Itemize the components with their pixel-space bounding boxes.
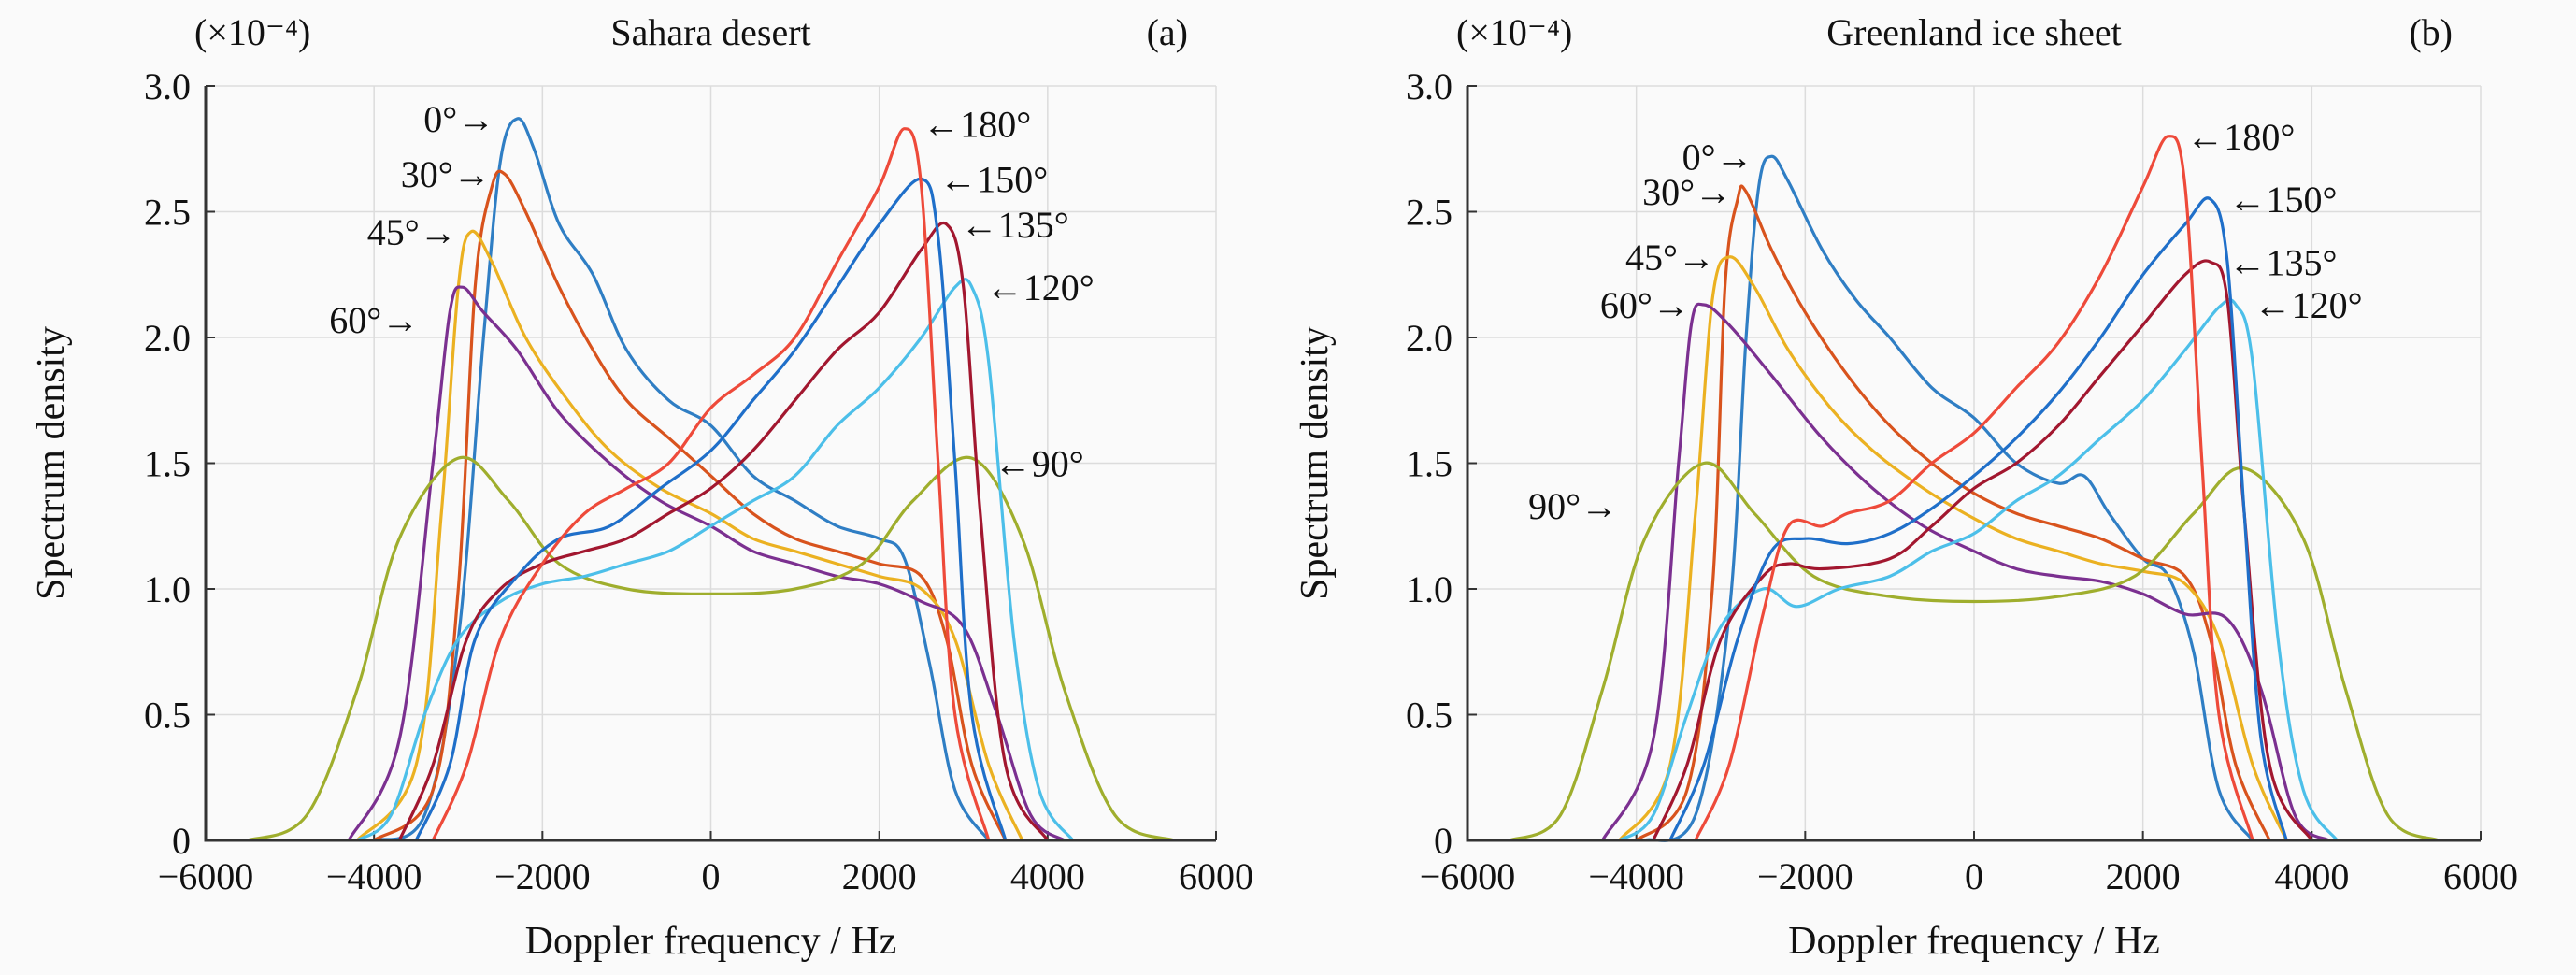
angle-annotation: ←180° [923, 103, 1031, 145]
series-line-180deg [431, 127, 991, 841]
x-tick-label: −4000 [1588, 855, 1684, 897]
angle-annotation: 60°→ [1600, 284, 1690, 326]
series-line-180deg [1694, 135, 2254, 841]
x-tick-label: −2000 [494, 855, 591, 897]
axes [204, 86, 1216, 842]
series-line-30deg [373, 169, 1008, 842]
y-tick-label: 0.5 [1406, 695, 1453, 737]
axes [1466, 86, 2481, 842]
y-axis-label: Spectrum density [30, 326, 73, 600]
x-tick-label: 4000 [1010, 855, 1085, 897]
series-line-90deg [247, 455, 1175, 842]
x-tick-label: −6000 [158, 855, 254, 897]
angle-annotation: ←150° [939, 159, 1048, 201]
y-tick-label: 0.5 [144, 695, 191, 737]
angle-annotation: ←150° [2228, 179, 2337, 221]
y-tick-label: 1.5 [1406, 443, 1453, 485]
series-line-45deg [355, 229, 1024, 842]
x-tick-label: 6000 [1179, 855, 1253, 897]
chart-title: Greenland ice sheet [1826, 11, 2121, 53]
panel-b: −6000 −4000 −2000 0 2000 4000 6000 0 0.5 1.0 1.5 2.… [1294, 11, 2518, 963]
scale-label: (×10⁻⁴) [1456, 11, 1572, 53]
x-tick-label: 0 [1965, 855, 1983, 897]
y-tick-label: 1.0 [1406, 568, 1453, 610]
series-line-90deg [1509, 461, 2440, 842]
y-tick-label: 0 [172, 820, 191, 862]
series-line-150deg [1668, 196, 2288, 841]
series-line-120deg [1618, 297, 2339, 842]
x-tick-label: 0 [702, 855, 721, 897]
angle-annotation: 45°→ [1625, 237, 1715, 279]
panel-label: (a) [1147, 11, 1188, 53]
series-line-135deg [397, 221, 1050, 841]
angle-annotation: 0°→ [1682, 136, 1753, 178]
series-line-60deg [1601, 302, 2330, 842]
x-tick-label: −4000 [326, 855, 422, 897]
x-axis-label: Doppler frequency / Hz [525, 920, 897, 963]
angle-annotation: ←135° [961, 204, 1069, 246]
angle-annotation: ←120° [2254, 284, 2363, 326]
series-line-45deg [1618, 255, 2288, 841]
angle-annotation: ←180° [2186, 116, 2295, 158]
x-tick-label: −6000 [1420, 855, 1516, 897]
panel-label: (b) [2409, 11, 2453, 53]
y-tick-label: 2.0 [1406, 317, 1453, 359]
angle-annotation: 90°→ [1528, 485, 1618, 527]
panel-a: −6000 −4000 −2000 0 2000 4000 6000 0 0.5 1.0 1.5 2.… [30, 11, 1253, 963]
angle-annotation: ←135° [2228, 241, 2337, 283]
y-tick-label: 3.0 [1406, 65, 1453, 108]
angle-annotation: 0°→ [423, 98, 494, 140]
y-tick-label: 1.0 [144, 568, 191, 610]
angle-annotation: 30°→ [401, 153, 491, 195]
x-tick-label: −2000 [1757, 855, 1853, 897]
x-tick-label: 6000 [2443, 855, 2518, 897]
angle-annotation: ←120° [986, 266, 1095, 308]
chart-title: Sahara desert [610, 11, 810, 53]
x-tick-label: 2000 [842, 855, 917, 897]
angle-annotation: ←90° [995, 443, 1084, 485]
series-line-150deg [414, 177, 1008, 841]
angle-annotation: 45°→ [367, 211, 457, 253]
series-line-0deg [373, 117, 991, 842]
angle-annotation: 60°→ [329, 299, 419, 341]
angle-annotation: 30°→ [1642, 171, 1732, 213]
x-axis-label: Doppler frequency / Hz [1788, 920, 2160, 963]
y-tick-label: 0 [1434, 820, 1453, 862]
y-tick-label: 3.0 [144, 65, 191, 108]
y-tick-label: 2.5 [144, 192, 191, 234]
x-tick-label: 4000 [2274, 855, 2349, 897]
y-tick-label: 2.0 [144, 317, 191, 359]
scale-label: (×10⁻⁴) [194, 11, 310, 53]
x-tick-label: 2000 [2106, 855, 2181, 897]
y-tick-label: 2.5 [1406, 192, 1453, 234]
y-tick-label: 1.5 [144, 443, 191, 485]
series-line-120deg [356, 278, 1075, 842]
y-axis-label: Spectrum density [1294, 326, 1337, 600]
